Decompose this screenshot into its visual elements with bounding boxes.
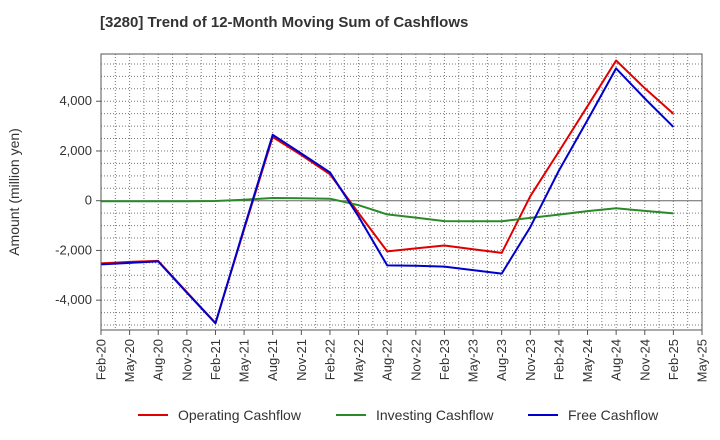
x-tick-label: Aug-22 — [380, 339, 395, 381]
x-tick-label: May-24 — [580, 339, 595, 382]
x-tick-label: Feb-23 — [437, 339, 452, 380]
series-line-investing-cashflow — [101, 197, 674, 223]
legend-label: Investing Cashflow — [376, 407, 494, 423]
y-axis-label: Amount (million yen) — [6, 128, 22, 256]
x-tick-label: Nov-22 — [408, 339, 423, 381]
x-tick-label: Nov-20 — [179, 339, 194, 381]
x-tick-label: Aug-24 — [609, 339, 624, 381]
plot-border — [100, 53, 703, 331]
y-tick-label: 2,000 — [59, 143, 92, 158]
x-axis-ticks: Feb-20 May-20 Aug-20 Nov-20 Feb-21 May-21 Aug-… — [94, 330, 710, 382]
x-tick-label: May-21 — [237, 339, 252, 382]
x-tick-label: Feb-20 — [94, 339, 109, 380]
x-tick-label: May-20 — [122, 339, 137, 382]
x-tick-label: May-22 — [351, 339, 366, 382]
x-tick-label: Nov-23 — [523, 339, 538, 381]
legend: Operating Cashflow Investing Cashflow Free… — [138, 407, 659, 423]
y-axis-ticks: -4,000 -2,000 0 2,000 4,000 — [55, 93, 101, 307]
legend-label: Free Cashflow — [568, 407, 659, 423]
y-tick-label: -2,000 — [55, 242, 92, 257]
series-line-free-cashflow — [100, 67, 675, 325]
x-tick-label: May-25 — [695, 339, 710, 382]
x-tick-label: Feb-24 — [551, 339, 566, 380]
y-tick-label: -4,000 — [55, 292, 92, 307]
x-tick-label: Aug-21 — [265, 339, 280, 381]
chart-title: [3280] Trend of 12-Month Moving Sum of C… — [100, 14, 469, 31]
x-tick-label: Aug-20 — [151, 339, 166, 381]
x-tick-label: Aug-23 — [494, 339, 509, 381]
y-tick-label: 0 — [85, 193, 92, 208]
series-lines — [100, 59, 675, 325]
x-tick-label: Feb-21 — [208, 339, 223, 380]
x-tick-label: Nov-24 — [637, 339, 652, 381]
x-tick-label: May-23 — [466, 339, 481, 382]
y-tick-label: 4,000 — [59, 93, 92, 108]
x-tick-label: Nov-21 — [294, 339, 309, 381]
x-tick-label: Feb-22 — [322, 339, 337, 380]
x-tick-label: Feb-25 — [666, 339, 681, 380]
grid-lines — [101, 54, 702, 330]
legend-label: Operating Cashflow — [178, 407, 302, 423]
